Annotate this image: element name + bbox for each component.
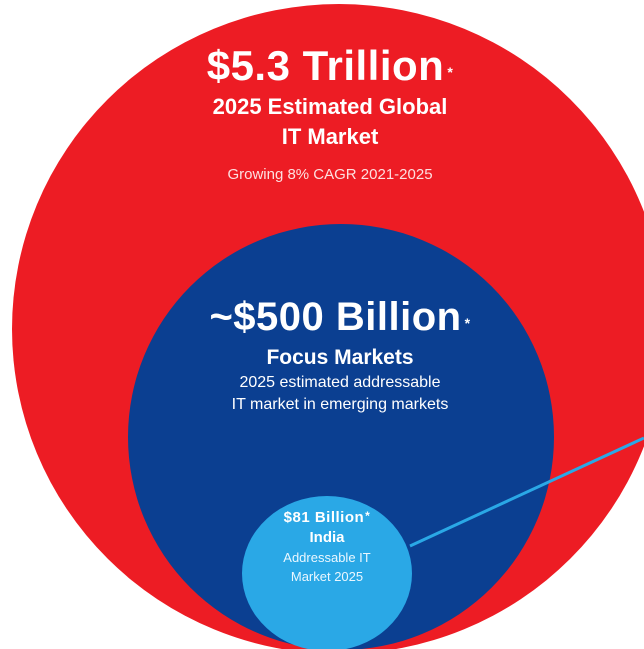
india-market-value: $81 Billion* xyxy=(283,509,371,526)
india-market-title: India xyxy=(309,529,345,546)
global-market-value: $5.3 Trillion * xyxy=(206,42,454,89)
india-market-asterisk: * xyxy=(365,509,371,523)
global-market-title-line1: 2025 Estimated Global xyxy=(212,94,448,119)
focus-markets-description-line2: IT market in emerging markets xyxy=(231,396,449,413)
focus-markets-title: Focus Markets xyxy=(266,346,414,369)
india-market-circle xyxy=(242,496,412,649)
global-market-label-group: $5.3 Trillion * 2025 Estimated Global IT … xyxy=(120,40,540,186)
focus-markets-asterisk: * xyxy=(464,315,471,331)
focus-markets-value: ~$500 Billion * xyxy=(209,295,471,339)
india-market-description-line2: Market 2025 xyxy=(290,569,364,584)
focus-markets-label-group: ~$500 Billion * Focus Markets 2025 estima… xyxy=(150,292,530,416)
global-market-title-line2: IT Market xyxy=(281,124,379,149)
india-market-description-line1: Addressable IT xyxy=(283,550,371,565)
india-market-label-group: $81 Billion* India Addressable IT Market… xyxy=(250,508,404,586)
focus-markets-description-line1: 2025 estimated addressable xyxy=(239,374,441,391)
global-market-growth: Growing 8% CAGR 2021-2025 xyxy=(227,166,433,183)
global-market-asterisk: * xyxy=(447,64,454,80)
